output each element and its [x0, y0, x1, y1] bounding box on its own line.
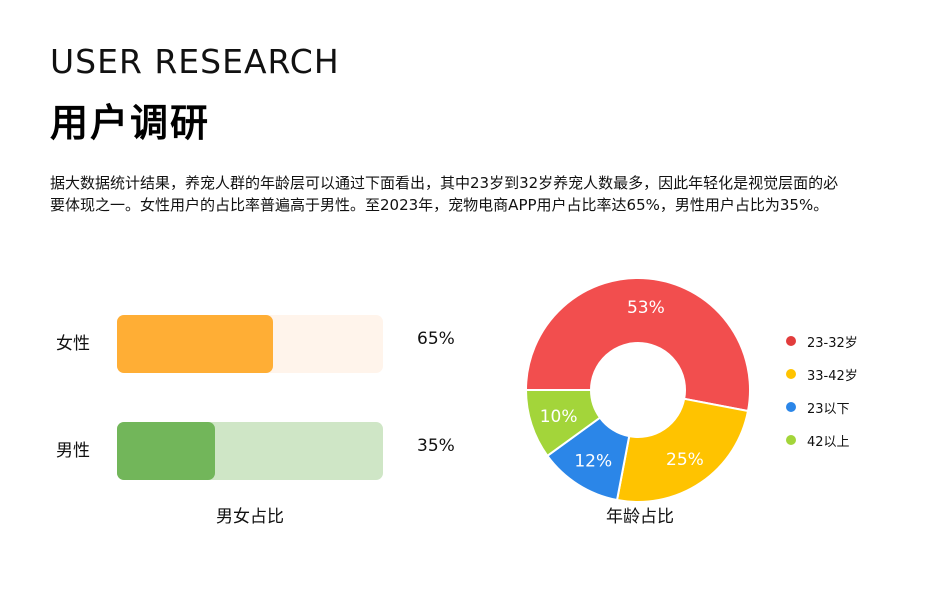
bar-value-female: 65% — [417, 329, 455, 349]
legend-label: 42以上 — [807, 435, 850, 450]
legend-label: 23-32岁 — [807, 336, 858, 351]
bar-male — [117, 422, 215, 480]
bar-label-male: 男性 — [56, 441, 90, 461]
age-donut-chart: 53% 25% 12% 10% — [524, 277, 751, 503]
legend-dot — [786, 402, 796, 412]
legend-label: 23以下 — [807, 402, 850, 417]
bar-value-male: 35% — [417, 436, 455, 456]
donut-label-33-42: 25% — [666, 450, 704, 470]
title-chinese: 用户调研 — [50, 101, 211, 145]
donut-slice-23-32 — [524, 277, 751, 413]
legend-dot — [786, 369, 796, 379]
title-english: USER RESEARCH — [50, 42, 340, 81]
description-text: 据大数据统计结果，养宠人群的年龄层可以通过下面看出，其中23岁到32岁养宠人数最… — [50, 174, 839, 214]
donut-label-23-32: 53% — [627, 298, 665, 318]
bar-track-male — [117, 422, 383, 480]
bar-row-male: 男性 35% — [0, 422, 480, 482]
bar-row-female: 女性 65% — [0, 315, 480, 375]
legend-label: 33-42岁 — [807, 369, 858, 384]
donut-slice-over-42 — [524, 389, 602, 458]
age-chart-caption: 年龄占比 — [606, 507, 674, 527]
legend-dot — [786, 336, 796, 346]
legend-dot — [786, 435, 796, 445]
bar-female — [117, 315, 273, 373]
donut-slice-33-42 — [615, 397, 750, 503]
gender-chart-caption: 男女占比 — [216, 507, 284, 527]
donut-label-over-42: 10% — [540, 407, 578, 427]
bar-label-female: 女性 — [56, 334, 90, 354]
bar-track-female — [117, 315, 383, 373]
donut-label-under-23: 12% — [574, 452, 612, 472]
